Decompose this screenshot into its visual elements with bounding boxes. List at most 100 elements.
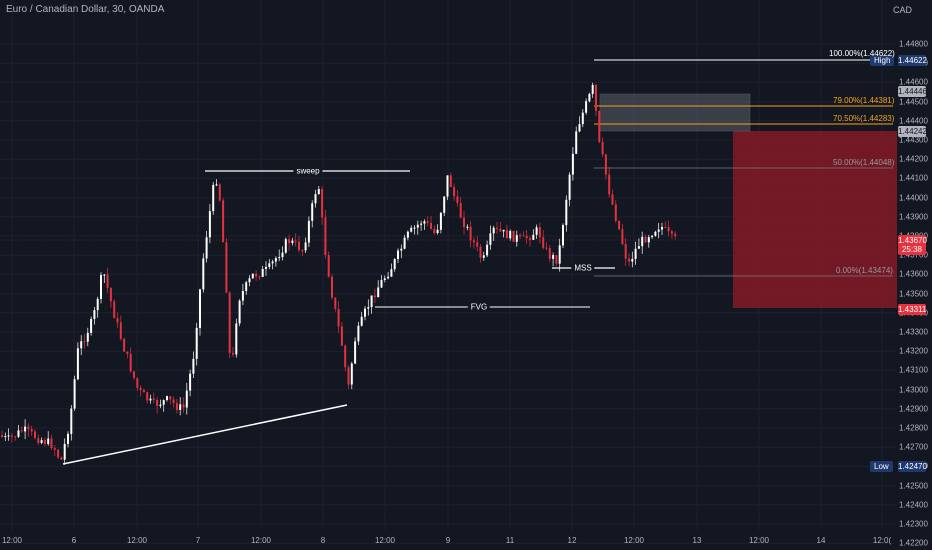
time-axis-label: 12:00	[748, 536, 770, 545]
candle-bearish	[614, 204, 617, 221]
candle-bullish	[654, 231, 657, 236]
candle-bearish	[225, 242, 228, 293]
candle-bearish	[129, 354, 132, 372]
candle-bearish	[334, 297, 337, 309]
candle-bullish	[93, 310, 96, 320]
candle-bullish	[436, 229, 439, 234]
candle-bullish	[291, 240, 294, 243]
candle-bullish	[446, 175, 449, 197]
fib-705-label: 70.50%(1.44283)	[833, 114, 895, 123]
candle-bullish	[400, 248, 403, 251]
fib-100-label: 100.00%(1.44622)	[829, 49, 895, 58]
candle-bearish	[344, 345, 347, 368]
candle-bullish	[631, 258, 634, 262]
candle-bullish	[251, 273, 254, 279]
candle-bullish	[552, 255, 555, 259]
fib-0-label: 0.00%(1.43474)	[836, 266, 893, 275]
candle-bearish	[142, 389, 145, 393]
candle-bearish	[133, 371, 135, 378]
candle-bullish	[103, 274, 106, 276]
candle-bullish	[410, 227, 413, 232]
candle-bearish	[218, 184, 221, 201]
candle-bearish	[595, 84, 597, 111]
price-axis-label: 1.43300	[899, 327, 928, 337]
current-price-tag: 1.43670 25:38	[898, 235, 927, 255]
candle-bullish	[390, 269, 393, 277]
time-axis-label: 12:0(	[872, 536, 892, 545]
candle-bullish	[532, 234, 535, 240]
candle-bearish	[548, 248, 551, 259]
candle-bearish	[1, 435, 3, 437]
candle-countdown: 25:38	[901, 245, 923, 254]
candle-bullish	[393, 259, 396, 270]
candle-bullish	[439, 212, 442, 230]
candle-bearish	[298, 241, 300, 251]
candle-bullish	[489, 233, 492, 245]
candle-bullish	[278, 257, 281, 259]
candle-bullish	[189, 373, 192, 391]
candle-bearish	[621, 229, 624, 244]
candle-bullish	[416, 224, 419, 228]
price-axis-label: 1.43900	[899, 212, 928, 222]
price-axis-label: 1.43700	[899, 250, 928, 260]
candle-bullish	[208, 211, 211, 238]
candle-bullish	[377, 287, 380, 298]
price-axis-label: 1.44800	[899, 39, 928, 49]
candle-bullish	[657, 229, 660, 232]
candle-bearish	[27, 426, 30, 430]
candle-bullish	[90, 319, 93, 333]
candle-bullish	[47, 438, 50, 444]
candle-bearish	[456, 196, 459, 204]
candle-bearish	[113, 301, 116, 319]
candle-bearish	[542, 237, 545, 248]
candle-bullish	[406, 231, 409, 238]
candle-bearish	[288, 239, 291, 243]
candle-bullish	[238, 300, 241, 324]
candle-bullish	[585, 101, 588, 113]
candle-bullish	[17, 430, 20, 437]
candle-bullish	[367, 307, 370, 309]
candle-bearish	[430, 222, 432, 229]
fib-50-label: 50.00%(1.44048)	[833, 158, 895, 167]
price-axis-label: 1.44100	[899, 173, 928, 183]
trendline	[62, 404, 348, 465]
candle-bullish	[179, 404, 182, 410]
candle-bullish	[357, 325, 360, 342]
candle-bullish	[63, 443, 66, 460]
candle-bullish	[571, 153, 574, 175]
candle-bearish	[301, 250, 304, 252]
candle-bullish	[166, 396, 168, 401]
candle-bearish	[522, 235, 525, 237]
candle-bullish	[235, 323, 238, 355]
price-axis-label: 1.44500	[899, 97, 928, 107]
candle-bullish	[7, 435, 10, 437]
price-axis-label: 1.44600	[899, 77, 928, 87]
candle-bearish	[664, 227, 667, 229]
candle-bullish	[486, 244, 489, 256]
candle-bullish	[284, 239, 287, 253]
candle-bullish	[159, 404, 162, 407]
candle-bullish	[397, 250, 399, 260]
time-axis-label: 14	[816, 536, 826, 545]
candle-bearish	[139, 387, 142, 390]
candle-bearish	[222, 200, 225, 243]
candle-bearish	[152, 398, 155, 400]
box-top-price-tag: 1.44446	[898, 86, 927, 97]
sweep-label: sweep	[293, 166, 323, 176]
candle-bearish	[156, 399, 159, 407]
price-axis-label: 1.42200	[899, 538, 928, 548]
candle-bearish	[119, 322, 122, 339]
candle-bullish	[562, 225, 564, 246]
candle-bearish	[611, 194, 614, 205]
candle-bearish	[294, 240, 297, 242]
candle-bearish	[337, 308, 340, 327]
candle-bullish	[575, 131, 578, 154]
candle-bearish	[136, 377, 139, 388]
candle-bullish	[265, 266, 267, 269]
candle-bullish	[558, 245, 561, 264]
candle-bullish	[73, 379, 76, 409]
candle-bullish	[509, 230, 512, 239]
candle-bullish	[647, 237, 650, 243]
candle-bearish	[598, 110, 601, 142]
